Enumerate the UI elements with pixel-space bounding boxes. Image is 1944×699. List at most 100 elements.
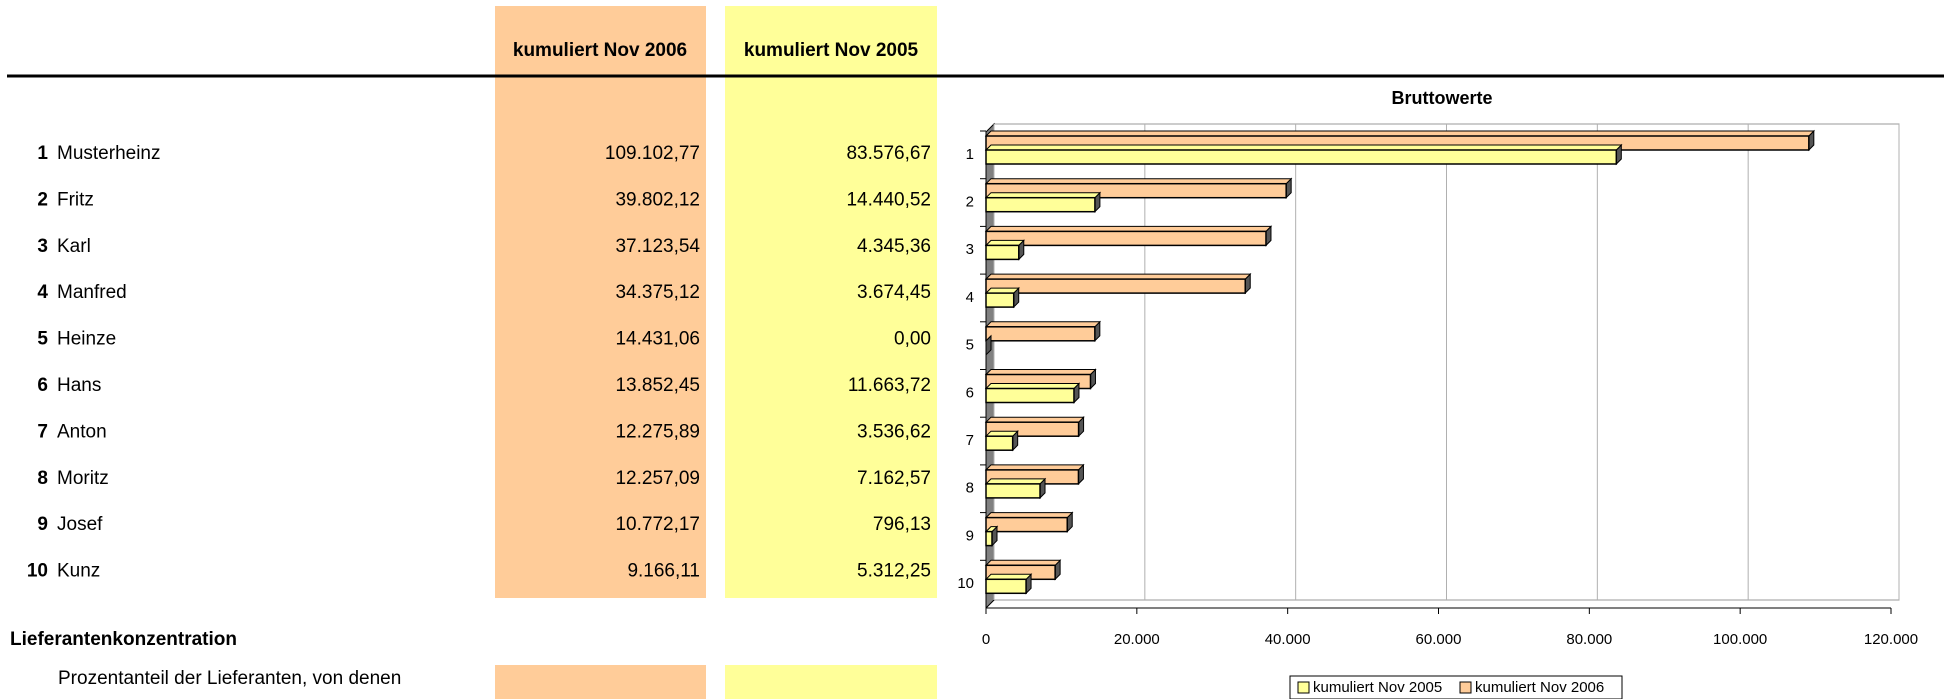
chart-title: Bruttowerte bbox=[1391, 88, 1492, 108]
table-rows: 1 Musterheinz 109.102,77 83.576,67 2 Fritz 39.… bbox=[27, 143, 931, 582]
value-cell: 83.576,67 bbox=[846, 143, 931, 164]
value-cell: 14.431,06 bbox=[615, 329, 700, 350]
y-tick-label: 7 bbox=[966, 432, 974, 449]
value-cell: 14.440,52 bbox=[846, 189, 931, 210]
rank: 6 bbox=[37, 375, 48, 396]
bar-face bbox=[985, 435, 1014, 451]
value-cell: 37.123,54 bbox=[615, 236, 700, 257]
cell-fill bbox=[495, 665, 706, 699]
y-tick-label: 4 bbox=[966, 289, 974, 306]
value-cell: 0,00 bbox=[894, 329, 931, 350]
name: Moritz bbox=[57, 468, 109, 489]
bar bbox=[984, 429, 1019, 452]
value-cell: 109.102,77 bbox=[605, 143, 700, 164]
bar bbox=[984, 511, 1074, 533]
y-tick-label: 2 bbox=[966, 194, 974, 211]
column-header: kumuliert Nov 2006 bbox=[513, 40, 687, 61]
value-cell: 12.257,09 bbox=[615, 468, 700, 489]
name: Karl bbox=[57, 236, 91, 257]
y-tick-label: 5 bbox=[966, 337, 974, 354]
x-tick-label: 80.000 bbox=[1566, 631, 1612, 648]
value-cell: 3.536,62 bbox=[857, 421, 931, 442]
y-tick-label: 9 bbox=[966, 527, 974, 544]
bar-face bbox=[985, 196, 1096, 213]
legend-swatch bbox=[1459, 681, 1472, 694]
column-header: kumuliert Nov 2005 bbox=[744, 40, 919, 61]
y-tick-label: 8 bbox=[966, 480, 974, 497]
x-tick-label: 0 bbox=[982, 631, 990, 648]
bar bbox=[984, 320, 1102, 343]
column-band bbox=[725, 6, 937, 598]
legend-label: kumuliert Nov 2005 bbox=[1313, 679, 1442, 696]
bar bbox=[984, 286, 1020, 309]
rank: 5 bbox=[37, 329, 48, 350]
legend-label: kumuliert Nov 2006 bbox=[1475, 679, 1604, 696]
value-cell: 3.674,45 bbox=[857, 282, 931, 303]
name: Musterheinz bbox=[57, 143, 161, 164]
bar-face bbox=[985, 387, 1075, 404]
value-cell: 5.312,25 bbox=[857, 561, 931, 582]
bar bbox=[984, 225, 1273, 247]
x-tick-label: 100.000 bbox=[1713, 631, 1767, 648]
bar bbox=[984, 143, 1623, 166]
bar-face bbox=[985, 530, 993, 547]
rank: 10 bbox=[27, 561, 48, 582]
rank: 9 bbox=[37, 514, 48, 535]
name: Anton bbox=[57, 421, 107, 442]
value-cell: 34.375,12 bbox=[615, 282, 700, 303]
bar-face bbox=[985, 483, 1041, 499]
bar-face bbox=[985, 244, 1020, 261]
value-cell: 10.772,17 bbox=[615, 514, 700, 535]
x-tick-label: 40.000 bbox=[1265, 631, 1311, 648]
name: Kunz bbox=[57, 561, 100, 582]
column-band bbox=[495, 6, 706, 598]
legend-swatch bbox=[1297, 681, 1310, 694]
bar-face bbox=[985, 326, 1096, 342]
name: Fritz bbox=[57, 189, 94, 210]
bar bbox=[984, 525, 999, 547]
section-title: Lieferantenkonzentration bbox=[10, 629, 237, 650]
name: Hans bbox=[57, 375, 101, 396]
bar bbox=[984, 191, 1102, 213]
bar-face bbox=[985, 578, 1027, 595]
y-tick-label: 6 bbox=[966, 384, 974, 401]
name: Josef bbox=[57, 514, 103, 535]
rank: 3 bbox=[37, 236, 48, 257]
legend bbox=[1289, 675, 1623, 699]
x-tick-label: 60.000 bbox=[1416, 631, 1462, 648]
rank: 2 bbox=[37, 189, 48, 210]
bar bbox=[984, 477, 1047, 500]
rank: 7 bbox=[37, 421, 48, 442]
bar bbox=[984, 239, 1025, 261]
bar-face bbox=[985, 292, 1015, 308]
chart: 0 20.000 40.000 60.000 80.000 100.000 120.000 1… bbox=[957, 122, 1918, 696]
bar-face bbox=[985, 149, 1618, 165]
bar bbox=[985, 334, 992, 357]
name: Manfred bbox=[57, 282, 127, 303]
value-cell: 12.275,89 bbox=[615, 421, 700, 442]
bar-face bbox=[985, 516, 1068, 533]
bar bbox=[984, 272, 1252, 295]
x-tick-label: 120.000 bbox=[1864, 631, 1918, 648]
value-cell: 13.852,45 bbox=[615, 375, 700, 396]
value-cell: 7.162,57 bbox=[857, 468, 931, 489]
bar-face bbox=[985, 278, 1246, 294]
value-cell: 796,13 bbox=[873, 514, 931, 535]
section-text: Prozentanteil der Lieferanten, von denen bbox=[58, 668, 401, 689]
bar-face bbox=[985, 230, 1267, 247]
value-cell: 11.663,72 bbox=[848, 375, 931, 396]
y-tick-label: 1 bbox=[966, 146, 974, 163]
name: Heinze bbox=[57, 329, 116, 350]
cell-fill bbox=[725, 665, 937, 699]
bar bbox=[984, 382, 1081, 404]
x-tick-label: 20.000 bbox=[1114, 631, 1160, 648]
y-tick-label: 3 bbox=[966, 241, 974, 258]
rank: 4 bbox=[37, 282, 48, 303]
y-tick-label: 10 bbox=[957, 575, 974, 592]
bar bbox=[984, 573, 1033, 595]
value-cell: 39.802,12 bbox=[615, 189, 700, 210]
rank: 1 bbox=[37, 143, 48, 164]
rank: 8 bbox=[37, 468, 48, 489]
bar-top bbox=[985, 335, 992, 342]
